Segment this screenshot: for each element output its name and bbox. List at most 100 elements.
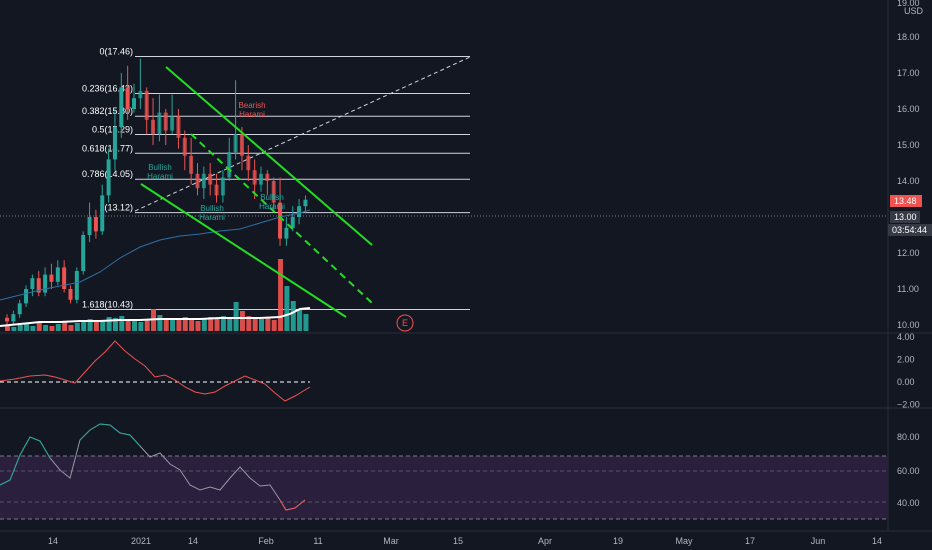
volume-bar <box>87 319 93 331</box>
candle-body <box>100 195 105 232</box>
candle-body <box>144 91 149 120</box>
candle-body <box>36 278 41 293</box>
price-tick-label: 16.00 <box>897 104 920 114</box>
volume-bar <box>208 317 214 331</box>
volume-bar <box>163 319 169 331</box>
candle-patterns: BullishHaramiBullishHaramiBullishHaramiB… <box>147 101 285 222</box>
candle-body <box>112 127 117 160</box>
macd-tick-label: 2.00 <box>897 355 915 365</box>
candle-body <box>265 173 270 181</box>
macd-line <box>0 340 311 402</box>
time-tick-label: Mar <box>383 536 399 546</box>
candle-body <box>138 91 143 99</box>
volume-bar <box>182 317 188 331</box>
candles <box>5 58 308 325</box>
volume-bar <box>93 322 99 331</box>
candle-body <box>74 271 79 300</box>
countdown-badge <box>888 224 932 236</box>
volume-bar <box>195 321 201 331</box>
pattern-label: Harami <box>199 213 225 222</box>
candle-body <box>176 116 181 138</box>
volume-bar <box>49 326 55 331</box>
candle-body <box>87 217 92 235</box>
candle-body <box>62 267 67 289</box>
pattern-label: Harami <box>259 202 285 211</box>
price-axis[interactable]: USD 19.00 18.00 17.00 16.00 15.00 14.00 13.00… <box>897 0 924 330</box>
pattern-label: Bullish <box>200 204 224 213</box>
volume-bar <box>157 315 163 331</box>
cross-price-badge <box>890 211 920 223</box>
price-tick-label: 10.00 <box>897 320 920 330</box>
volume-bar <box>176 318 182 331</box>
candle-body <box>68 289 73 300</box>
rsi-axis[interactable]: 80.00 60.00 40.00 <box>897 432 920 508</box>
macd-tick-label: 4.00 <box>897 332 915 342</box>
fib-trend-line[interactable] <box>134 56 471 212</box>
volume-bar <box>290 301 296 331</box>
candle-body <box>182 137 187 156</box>
candle-body <box>81 235 86 271</box>
volume-bar <box>125 319 131 331</box>
fib-level-label: 0.382(15.80) <box>82 106 133 116</box>
time-tick-label: 17 <box>745 536 755 546</box>
volume-bar <box>11 327 17 331</box>
candle-body <box>195 173 200 189</box>
candle-body <box>30 278 35 289</box>
volume-bar <box>100 320 106 331</box>
volume-bar <box>246 316 252 331</box>
volume-bar <box>303 314 309 331</box>
candle-body <box>214 184 219 196</box>
candle-body <box>284 227 289 239</box>
volume-bar <box>220 316 226 331</box>
channel-upper-line[interactable] <box>165 66 373 246</box>
channel-lower-line[interactable] <box>140 183 347 318</box>
volume-bar <box>24 324 30 331</box>
candle-body <box>163 112 168 131</box>
candle-body <box>170 116 175 131</box>
volume-bar <box>43 325 49 331</box>
rsi-line <box>0 423 306 511</box>
candle-body <box>119 87 124 127</box>
candle-body <box>246 155 251 171</box>
volume-bar <box>106 317 112 331</box>
fib-level-label: 0.236(16.43) <box>82 84 133 94</box>
rsi-tick-label: 60.00 <box>897 466 920 476</box>
candle-body <box>259 173 263 185</box>
rsi-tick-label: 80.00 <box>897 432 920 442</box>
fib-level-label: 1.618(10.43) <box>82 300 133 310</box>
volume-bar <box>278 259 284 331</box>
volume-bar <box>170 320 176 331</box>
candle-body <box>93 217 98 232</box>
rsi-oversold-segment <box>279 499 306 511</box>
currency-label: USD <box>904 6 924 16</box>
time-tick-label: 14 <box>48 536 58 546</box>
candle-body <box>157 112 162 135</box>
candle-body <box>11 314 16 322</box>
candle-body <box>278 202 283 239</box>
candle-body <box>239 134 244 156</box>
volume-bar <box>144 320 150 331</box>
earnings-marker[interactable] <box>396 314 414 332</box>
candle-body <box>43 274 48 293</box>
macd-axis[interactable]: 4.00 2.00 0.00 −2.00 <box>897 332 920 410</box>
time-tick-label: May <box>675 536 693 546</box>
price-tick-label: 14.00 <box>897 176 920 186</box>
volume-bar <box>62 322 68 331</box>
volume-bars <box>5 259 309 331</box>
cross-price-badge-text: 13.00 <box>894 212 917 222</box>
volume-bar <box>189 319 195 331</box>
candle-body <box>189 155 194 174</box>
time-tick-label: Apr <box>538 536 552 546</box>
volume-bar <box>55 324 61 331</box>
time-tick-label: 15 <box>453 536 463 546</box>
candle-body <box>208 173 213 185</box>
time-tick-label: 14 <box>872 536 882 546</box>
time-tick-label: 2021 <box>131 536 151 546</box>
candle-body <box>5 317 9 322</box>
channel-mid-line[interactable] <box>190 133 373 304</box>
candle-body <box>17 303 22 315</box>
fib-retracement[interactable]: 0(17.46) 0.236(16.43) 0.382(15.80) 0.5(15.2… <box>82 46 470 311</box>
volume-bar <box>30 326 36 331</box>
time-axis[interactable]: 14 2021 14 Feb 11 Mar 15 Apr 19 May 17 Jun 14 <box>48 536 882 546</box>
